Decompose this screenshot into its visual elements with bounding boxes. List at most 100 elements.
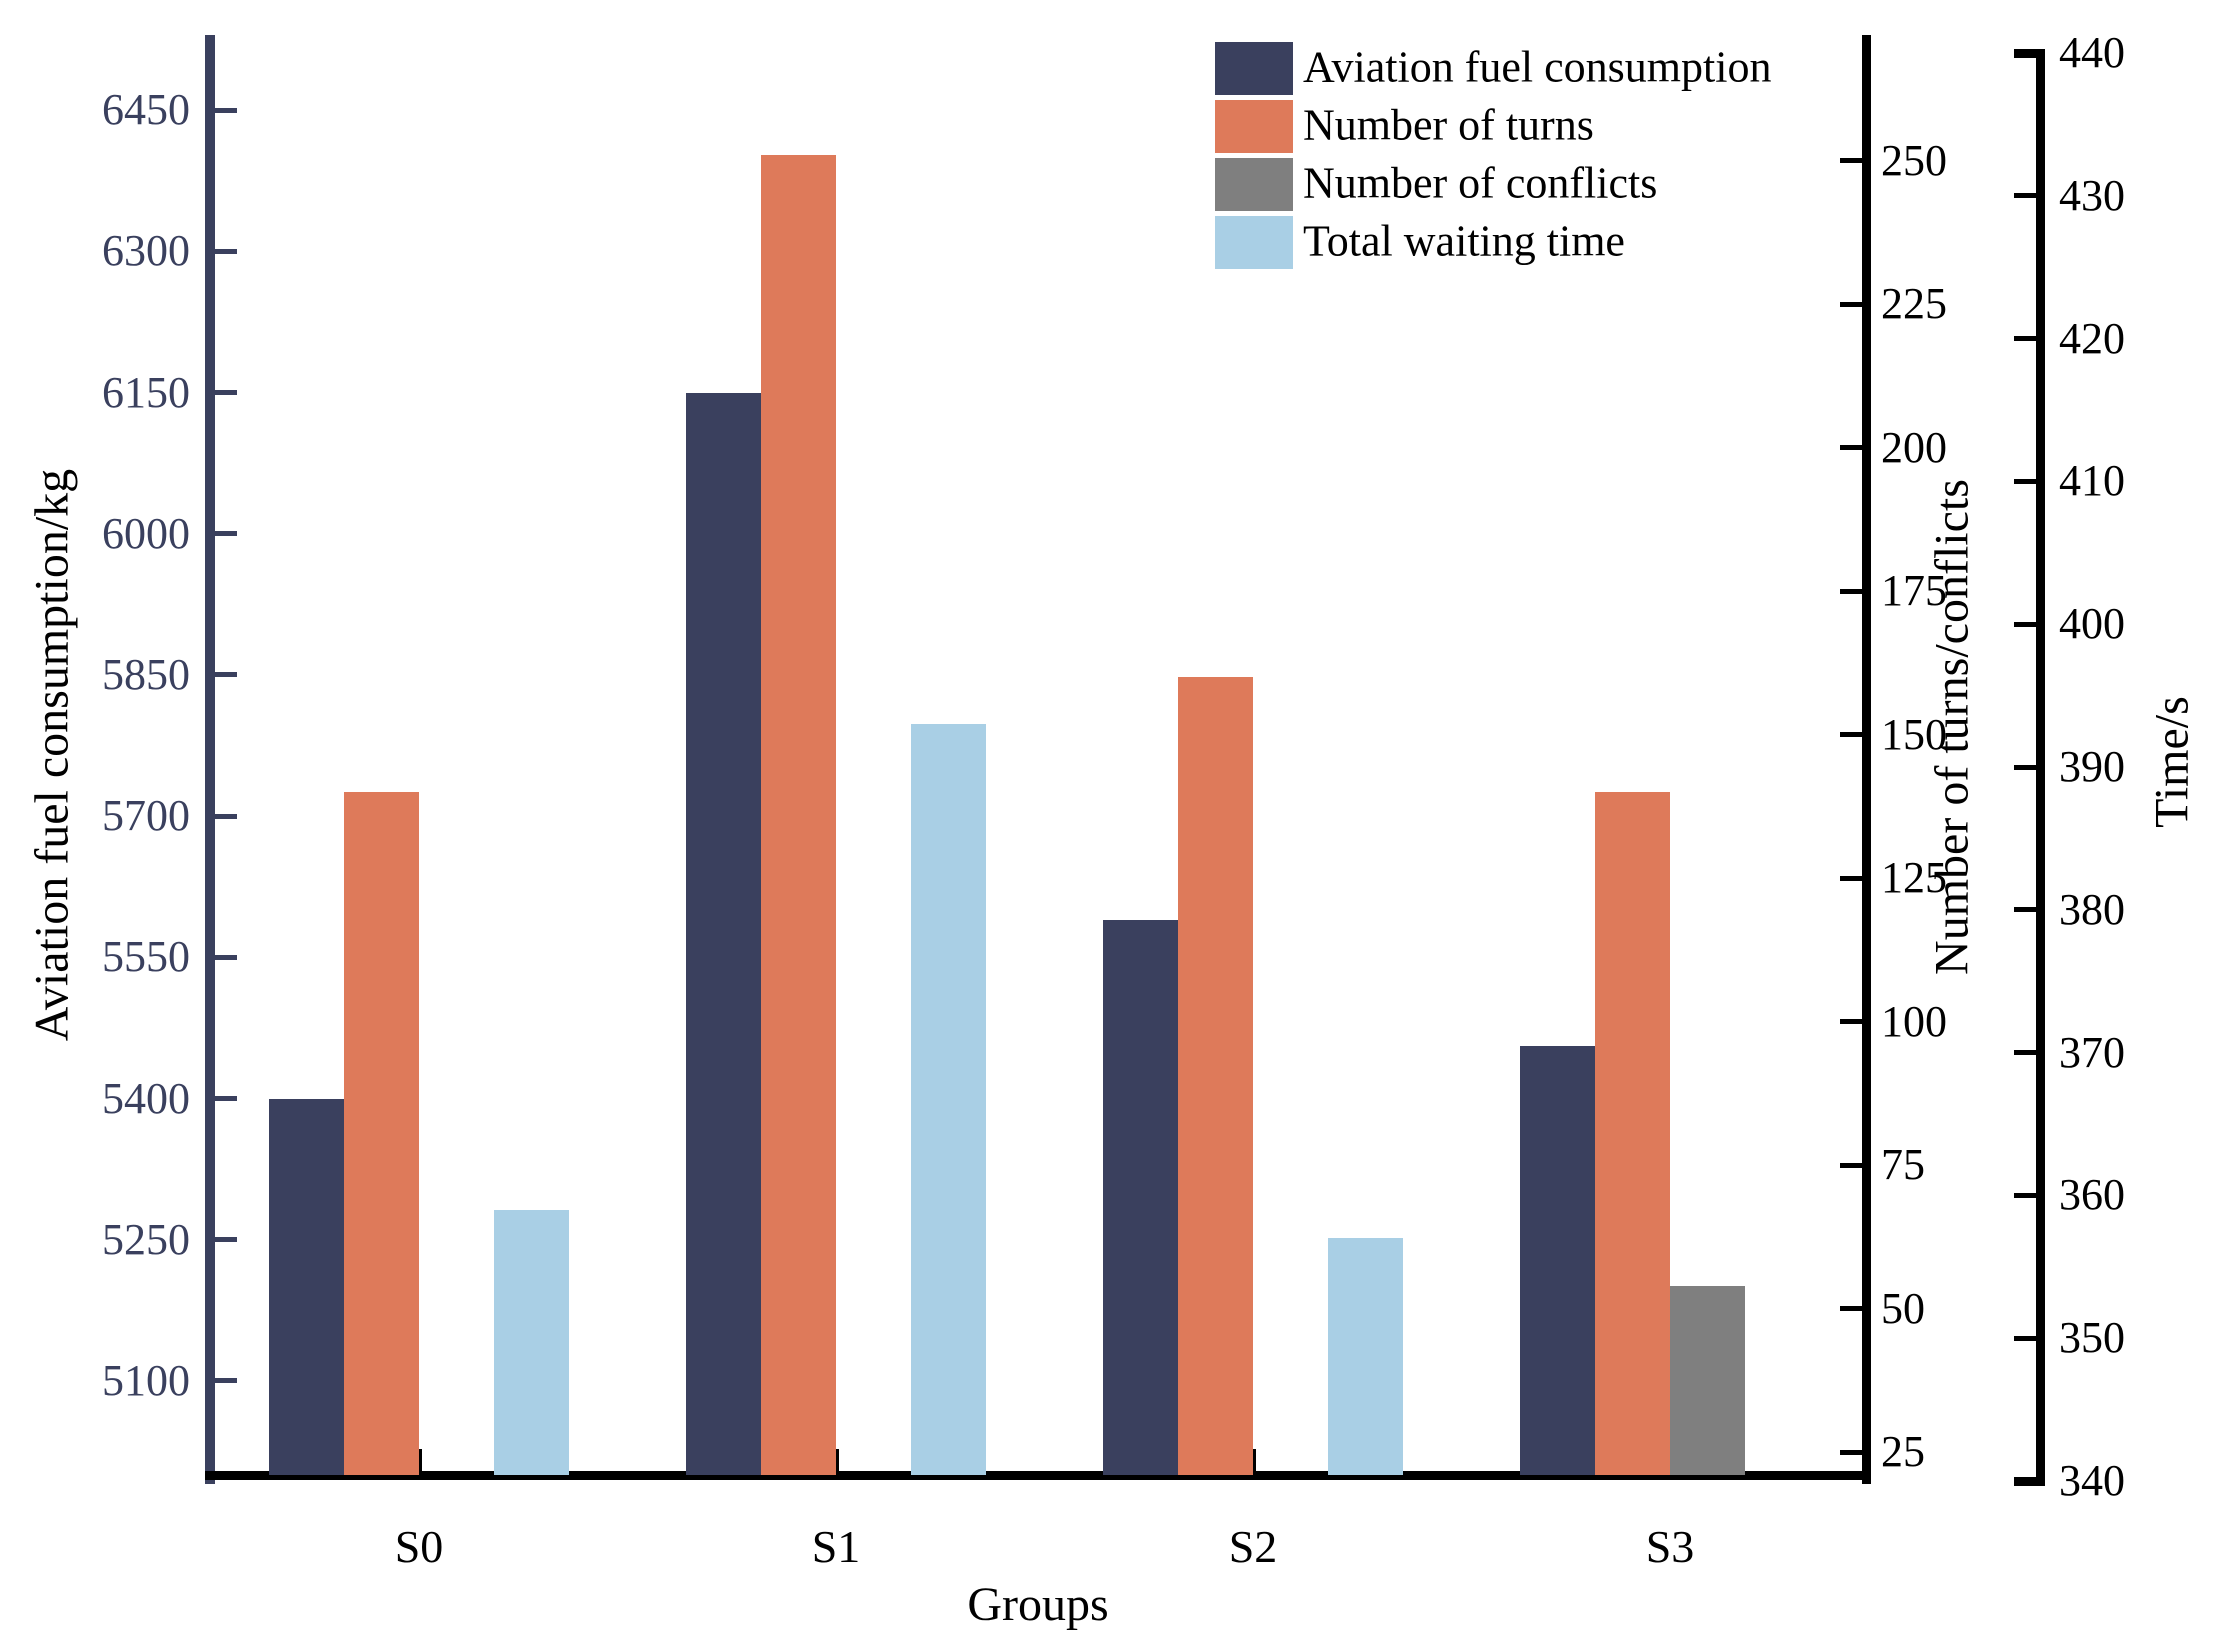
turns-tick-label: 225	[1881, 279, 1947, 329]
legend-label: Aviation fuel consumption	[1303, 41, 1772, 91]
y-axis-turns-spine	[1862, 35, 1871, 1484]
time-axis-top-cap	[2014, 49, 2045, 58]
fuel-tick-label: 6150	[102, 367, 190, 417]
y-axis-left-spine	[205, 35, 215, 1484]
fuel-tick-label: 5250	[102, 1214, 190, 1264]
x-category-label: S1	[811, 1521, 861, 1572]
legend-label: Total waiting time	[1303, 215, 1625, 265]
fuel-tick-label: 5400	[102, 1073, 190, 1123]
bar-total-waiting-time-S0	[494, 1209, 569, 1475]
time-tick-label: 340	[2059, 1456, 2125, 1505]
turns-tick-label: 100	[1881, 996, 1947, 1046]
fuel-tick	[215, 672, 237, 678]
bar-number-of-turns-S2	[1178, 677, 1253, 1475]
time-tick	[2014, 336, 2036, 342]
turns-tick-label: 75	[1881, 1140, 1925, 1190]
bar-number-of-conflicts-S3	[1670, 1285, 1745, 1475]
y-axis-time-spine	[2036, 49, 2045, 1486]
turns-tick	[1840, 1162, 1862, 1168]
turns-tick	[1840, 732, 1862, 738]
legend-swatch	[1215, 100, 1293, 153]
time-axis-bottom-cap	[2014, 1477, 2045, 1486]
legend-item: Number of turns	[1215, 100, 1855, 153]
fuel-tick	[215, 248, 237, 254]
turns-tick	[1840, 588, 1862, 594]
turns-tick-label: 175	[1881, 566, 1947, 616]
turns-tick-label: 50	[1881, 1283, 1925, 1333]
time-tick	[2014, 478, 2036, 484]
x-tick	[833, 1449, 839, 1471]
time-tick-label: 420	[2059, 313, 2125, 363]
x-axis-title: Groups	[967, 1578, 1109, 1631]
turns-tick	[1840, 1019, 1862, 1025]
time-tick-label: 410	[2059, 456, 2125, 506]
turns-tick	[1840, 1306, 1862, 1312]
bar-aviation-fuel-consumption-S2	[1103, 919, 1178, 1475]
turns-tick-label: 25	[1881, 1427, 1925, 1477]
time-tick-label: 360	[2059, 1170, 2125, 1220]
fuel-tick	[215, 390, 237, 396]
time-tick-label: 380	[2059, 884, 2125, 934]
time-tick-label: 390	[2059, 742, 2125, 791]
bar-number-of-turns-S3	[1595, 792, 1670, 1475]
fuel-tick	[215, 1096, 237, 1102]
turns-tick	[1840, 445, 1862, 451]
bar-aviation-fuel-consumption-S0	[269, 1098, 344, 1475]
x-tick	[1250, 1449, 1256, 1471]
time-tick	[2014, 764, 2036, 770]
time-tick-label: 430	[2059, 170, 2125, 220]
turns-tick-label: 125	[1881, 853, 1947, 903]
time-tick	[2014, 1192, 2036, 1198]
bar-number-of-turns-S0	[344, 792, 419, 1475]
turns-tick	[1840, 301, 1862, 307]
bar-aviation-fuel-consumption-S3	[1520, 1045, 1595, 1475]
turns-tick-label: 250	[1881, 135, 1947, 185]
time-tick	[2014, 907, 2036, 913]
turns-tick-label: 200	[1881, 422, 1947, 472]
x-axis-spine	[205, 1471, 1871, 1480]
x-category-label: S2	[1228, 1521, 1278, 1572]
fuel-tick-label: 6300	[102, 226, 190, 276]
x-category-label: S3	[1645, 1521, 1695, 1572]
time-tick-label: 370	[2059, 1027, 2125, 1077]
bar-number-of-turns-S1	[761, 155, 836, 1475]
time-tick-label: 440	[2059, 28, 2125, 77]
bar-aviation-fuel-consumption-S1	[686, 392, 761, 1475]
time-tick	[2014, 621, 2036, 627]
legend-item: Total waiting time	[1215, 216, 1855, 269]
turns-tick	[1840, 875, 1862, 881]
fuel-tick-label: 6000	[102, 508, 190, 558]
time-tick	[2014, 1335, 2036, 1341]
legend-item: Aviation fuel consumption	[1215, 42, 1855, 95]
legend-swatch	[1215, 216, 1293, 269]
fuel-tick	[215, 813, 237, 819]
fuel-tick-label: 5100	[102, 1355, 190, 1405]
fuel-tick-label: 5700	[102, 791, 190, 841]
fuel-tick	[215, 1378, 237, 1384]
fuel-tick-label: 5850	[102, 649, 190, 699]
fuel-tick	[215, 107, 237, 113]
fuel-tick-label: 6450	[102, 85, 190, 135]
turns-tick	[1840, 1449, 1862, 1455]
turns-tick	[1840, 158, 1862, 164]
legend-item: Number of conflicts	[1215, 158, 1855, 211]
fuel-tick	[215, 531, 237, 537]
legend-label: Number of turns	[1303, 99, 1594, 149]
bar-total-waiting-time-S1	[911, 724, 986, 1475]
time-tick-label: 350	[2059, 1313, 2125, 1363]
time-tick	[2014, 193, 2036, 199]
fuel-tick	[215, 1237, 237, 1243]
fuel-tick	[215, 954, 237, 960]
x-tick	[416, 1449, 422, 1471]
legend-swatch	[1215, 42, 1293, 95]
legend-label: Number of conflicts	[1303, 157, 1658, 207]
time-tick-label: 400	[2059, 599, 2125, 649]
time-tick	[2014, 1050, 2036, 1056]
turns-tick-label: 150	[1881, 709, 1947, 759]
legend-swatch	[1215, 158, 1293, 211]
fuel-tick-label: 5550	[102, 932, 190, 982]
bar-total-waiting-time-S2	[1328, 1238, 1403, 1475]
x-category-label: S0	[394, 1521, 444, 1572]
